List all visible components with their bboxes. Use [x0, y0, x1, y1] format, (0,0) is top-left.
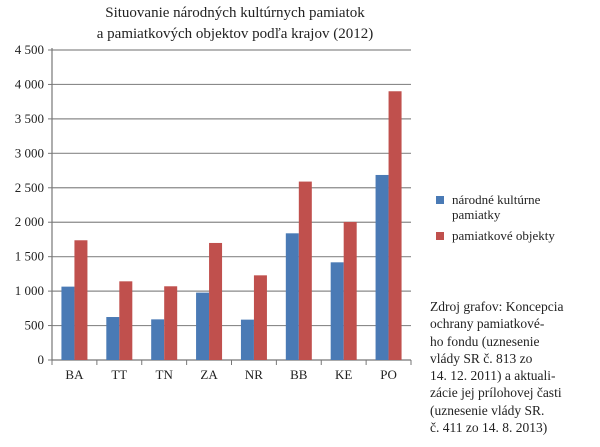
- x-tick-label: NR: [245, 367, 263, 382]
- y-tick-label: 1 500: [15, 249, 44, 264]
- source-line: č. 411 zo 14. 8. 2013): [430, 420, 548, 436]
- y-tick-label: 0: [38, 352, 45, 367]
- legend-label: národné kultúrne pamiatky: [452, 192, 541, 222]
- source-line: ochrany pamiatkové-: [430, 316, 545, 332]
- source-line: Zdroj grafov: Koncepcia: [430, 299, 564, 314]
- x-tick-label: TN: [156, 367, 174, 382]
- bar-BB-pamiatky: [285, 233, 299, 360]
- bar-PO-objekty: [388, 91, 402, 361]
- y-tick-label: 2 000: [15, 214, 44, 229]
- chart-title-line-2: a pamiatkových objektov podľa krajov (20…: [96, 26, 374, 42]
- bar-NR-objekty: [253, 275, 267, 360]
- legend-item-objekty: pamiatkové objekty: [436, 228, 572, 243]
- source-note: Zdroj grafov: Koncepcia ochrany pamiatko…: [430, 298, 600, 436]
- y-tick-label: 3 500: [15, 111, 44, 126]
- bar-TN-pamiatky: [151, 319, 165, 360]
- bar-ZA-objekty: [209, 242, 223, 360]
- bar-BA-pamiatky: [61, 286, 75, 360]
- x-tick-label: BA: [65, 367, 84, 382]
- chart-title: Situovanie národných kultúrnych pamiatok…: [40, 3, 430, 45]
- bar-chart: 0 500 1 000 1 500 2 000 2 500 3 000 3 500 4 000 4…: [15, 42, 412, 382]
- y-tick-label: 3 000: [15, 145, 44, 160]
- y-tick-label: 4 500: [15, 42, 44, 57]
- x-tick-label: TT: [111, 367, 127, 382]
- source-line: 14. 12. 2011) a aktuali-: [430, 368, 556, 384]
- legend-swatch-blue: [436, 196, 444, 204]
- source-line: vlády SR č. 813 zo: [430, 350, 533, 366]
- chart-title-line-1: Situovanie národných kultúrnych pamiatok: [105, 5, 365, 21]
- y-tick-label: 2 500: [15, 180, 44, 195]
- y-tick-label: 4 000: [15, 76, 44, 91]
- x-tick-label: ZA: [200, 367, 218, 382]
- x-tick-label: BB: [290, 367, 308, 382]
- bar-TN-objekty: [164, 286, 178, 360]
- source-line: ho fondu (uznesenie: [430, 333, 540, 349]
- legend-item-pamiatky: národné kultúrne pamiatky: [436, 192, 572, 222]
- y-tick-label: 1 000: [15, 283, 44, 298]
- bar-NR-pamiatky: [240, 319, 254, 360]
- x-tick-label: PO: [380, 367, 397, 382]
- legend-label: pamiatkové objekty: [452, 228, 555, 243]
- legend-swatch-red: [436, 232, 444, 240]
- y-tick-label: 500: [25, 318, 45, 333]
- bar-ZA-pamiatky: [196, 292, 210, 360]
- bar-KE-pamiatky: [330, 262, 344, 360]
- bar-KE-objekty: [343, 221, 357, 360]
- bar-PO-pamiatky: [375, 174, 389, 360]
- source-line: (uznesenie vlády SR.: [430, 402, 545, 418]
- bar-BB-objekty: [298, 181, 312, 360]
- source-line: zácie jej prílohovej časti: [430, 385, 562, 401]
- bar-BA-objekty: [74, 240, 88, 360]
- x-tick-label: KE: [335, 367, 352, 382]
- bar-TT-pamiatky: [106, 317, 120, 360]
- legend: národné kultúrne pamiatky pamiatkové obj…: [436, 192, 572, 249]
- bar-TT-objekty: [119, 281, 133, 360]
